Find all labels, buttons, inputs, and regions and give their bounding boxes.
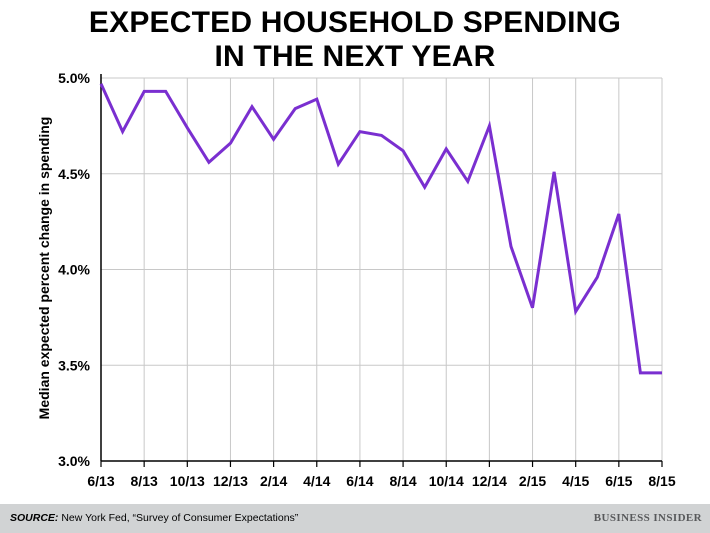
series-layer: [99, 83, 663, 375]
footer-bar: SOURCE: New York Fed, “Survey of Consume…: [0, 504, 710, 533]
y-axis-label: Median expected percent change in spendi…: [36, 117, 52, 420]
x-tick-label: 8/14: [389, 473, 416, 489]
title-line-1: EXPECTED HOUSEHOLD SPENDING: [88, 6, 622, 39]
y-tick-label: 3.0%: [58, 453, 90, 469]
x-tick-label: 6/15: [605, 473, 632, 489]
y-tick-label: 4.0%: [58, 262, 90, 278]
tick-labels: 3.0% 3.5% 4.0% 4.5% 5.0% 6/13 8/13 10/13 12/13 2/…: [58, 70, 676, 489]
title-line-2: IN THE NEXT YEAR: [214, 40, 496, 73]
y-tick-label: 3.5%: [58, 357, 90, 373]
x-tick-label: 2/15: [519, 473, 546, 489]
x-tick-label: 4/14: [303, 473, 330, 489]
x-tick-label: 2/14: [260, 473, 287, 489]
x-tick-label: 10/13: [170, 473, 205, 489]
x-tick-label: 6/13: [87, 473, 114, 489]
source-note: SOURCE: New York Fed, “Survey of Consume…: [10, 512, 298, 524]
y-tick-label: 5.0%: [58, 70, 90, 86]
source-text: New York Fed, “Survey of Consumer Expect…: [58, 512, 299, 524]
series-line: [99, 83, 662, 375]
x-tick-label: 10/14: [429, 473, 464, 489]
x-tick-label: 12/13: [213, 473, 248, 489]
x-tick-label: 8/15: [648, 473, 675, 489]
y-tick-label: 4.5%: [58, 166, 90, 182]
brand-logo: BUSINESS INSIDER: [593, 512, 702, 524]
chart-title: EXPECTED HOUSEHOLD SPENDING IN THE NEXT …: [0, 6, 710, 74]
x-tick-label: 12/14: [472, 473, 507, 489]
x-tick-label: 8/13: [131, 473, 158, 489]
source-label: SOURCE:: [10, 512, 59, 524]
line-chart: 3.0% 3.5% 4.0% 4.5% 5.0% 6/13 8/13 10/13 12/13 2/…: [36, 70, 676, 489]
x-tick-label: 4/15: [562, 473, 589, 489]
x-tick-label: 6/14: [346, 473, 373, 489]
axes: [100, 74, 663, 467]
